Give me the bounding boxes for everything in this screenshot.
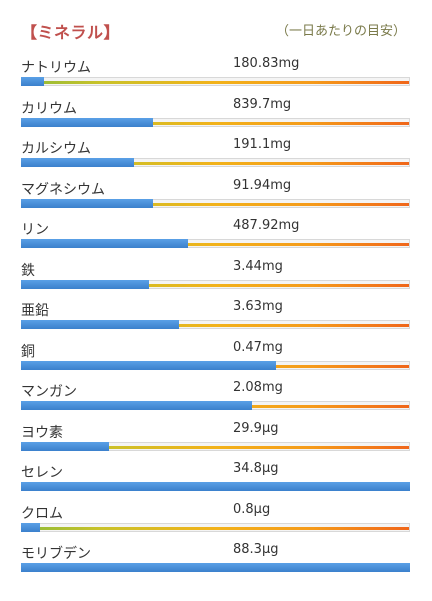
intake-scale-gradient (22, 445, 409, 449)
mineral-name: リン (21, 222, 49, 238)
intake-bar-track (21, 320, 410, 329)
mineral-amount: 29.9μg (233, 420, 279, 436)
intake-scale-gradient (22, 283, 409, 287)
intake-bar-fill (21, 117, 153, 127)
intake-bar-track (21, 279, 410, 289)
daily-guideline-note: （一日あたりの目安） (275, 24, 406, 39)
mineral-row: リン 487.92mg (0, 217, 432, 257)
mineral-name: クロム (21, 505, 63, 522)
intake-bar-track (21, 198, 410, 208)
intake-scale-gradient (22, 121, 409, 125)
intake-bar-fill (21, 482, 410, 491)
intake-bar-track (21, 158, 410, 167)
intake-bar-fill (21, 77, 44, 86)
mineral-amount: 3.63mg (233, 299, 283, 314)
mineral-amount: 180.83mg (233, 56, 300, 71)
mineral-amount: 839.7mg (233, 96, 292, 112)
mineral-name: カルシウム (21, 141, 91, 157)
mineral-name: セレン (21, 465, 63, 481)
mineral-row: カルシウム 191.1mg (0, 136, 432, 176)
intake-scale-gradient (22, 81, 409, 84)
mineral-row: カリウム 839.7mg (0, 96, 432, 136)
intake-bar-fill (21, 360, 276, 370)
intake-scale-gradient (22, 202, 409, 206)
intake-bar-fill (21, 239, 188, 248)
mineral-row: クロム 0.8μg (0, 501, 432, 541)
intake-bar-fill (21, 522, 40, 532)
intake-bar-track (21, 401, 410, 410)
mineral-row: マンガン 2.08mg (0, 379, 432, 419)
intake-bar-track (21, 441, 410, 451)
intake-bar-track (21, 239, 410, 248)
mineral-name: ヨウ素 (21, 424, 63, 441)
mineral-amount: 3.44mg (233, 258, 283, 274)
intake-scale-gradient (22, 526, 409, 530)
mineral-amount: 2.08mg (233, 380, 283, 395)
mineral-name: マグネシウム (21, 181, 105, 198)
mineral-amount: 487.92mg (233, 218, 300, 233)
intake-bar-track (21, 117, 410, 127)
mineral-name: 銅 (21, 343, 35, 360)
mineral-name: マンガン (21, 384, 77, 400)
intake-bar-fill (21, 158, 134, 167)
intake-bar-fill (21, 198, 153, 208)
intake-bar-track (21, 482, 410, 491)
intake-bar-fill (21, 320, 179, 329)
intake-bar-track (21, 522, 410, 532)
intake-bar-track (21, 77, 410, 86)
mineral-row: ヨウ素 29.9μg (0, 420, 432, 460)
intake-scale-gradient (22, 324, 409, 327)
mineral-row: マグネシウム 91.94mg (0, 177, 432, 217)
mineral-name: ナトリウム (21, 60, 91, 76)
mineral-row: 銅 0.47mg (0, 339, 432, 379)
mineral-name: カリウム (21, 100, 77, 117)
intake-scale-gradient (22, 243, 409, 246)
intake-bar-track (21, 563, 410, 572)
intake-bar-track (21, 360, 410, 370)
section-title: 【ミネラル】 (21, 23, 121, 42)
intake-bar-fill (21, 401, 252, 410)
mineral-row: 亜鉛 3.63mg (0, 298, 432, 338)
mineral-row: 鉄 3.44mg (0, 258, 432, 298)
mineral-header: 【ミネラル】 （一日あたりの目安） (0, 0, 432, 48)
mineral-amount: 0.8μg (233, 501, 271, 517)
mineral-amount: 191.1mg (233, 137, 292, 152)
mineral-amount: 34.8μg (233, 461, 279, 476)
mineral-amount: 88.3μg (233, 542, 279, 557)
mineral-row: モリブデン 88.3μg (0, 541, 432, 581)
mineral-name: 鉄 (21, 262, 35, 279)
mineral-amount: 91.94mg (233, 177, 292, 193)
mineral-name: 亜鉛 (21, 303, 49, 319)
intake-bar-fill (21, 279, 149, 289)
mineral-row: セレン 34.8μg (0, 460, 432, 500)
intake-scale-gradient (22, 162, 409, 165)
mineral-row: ナトリウム 180.83mg (0, 55, 432, 95)
mineral-amount: 0.47mg (233, 339, 283, 355)
mineral-name: モリブデン (21, 546, 91, 562)
intake-bar-fill (21, 563, 410, 572)
intake-bar-fill (21, 441, 109, 451)
